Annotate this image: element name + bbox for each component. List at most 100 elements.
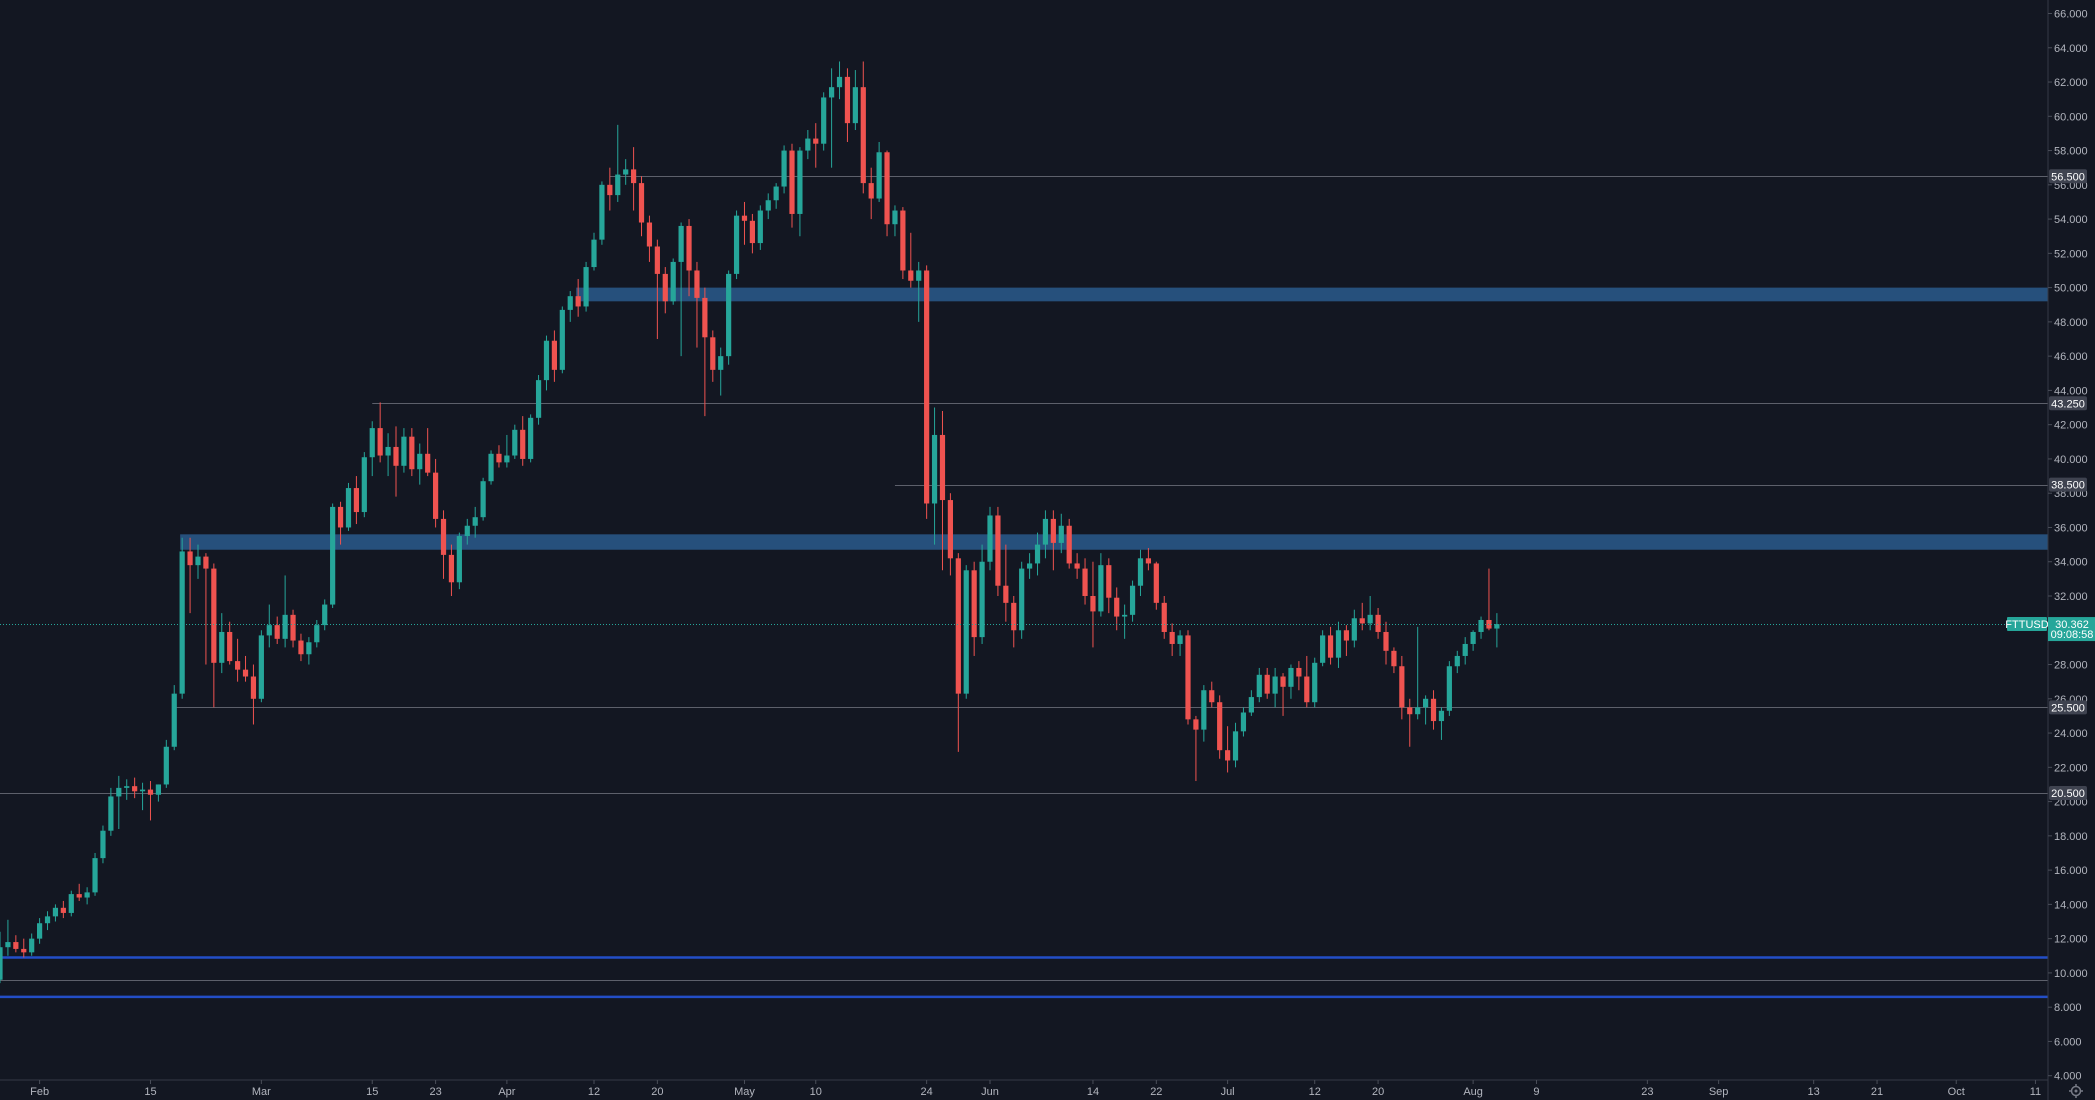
candle-body xyxy=(749,220,755,244)
candle xyxy=(528,414,534,463)
candle-body xyxy=(931,434,938,504)
candle xyxy=(1217,695,1223,759)
candle-body xyxy=(520,429,526,459)
candle xyxy=(1011,595,1017,648)
candle-body xyxy=(1042,518,1049,545)
time-tick-label: 10 xyxy=(810,1086,822,1098)
candle xyxy=(1423,695,1429,725)
candle xyxy=(1137,549,1144,596)
candle-body xyxy=(512,429,518,456)
candle xyxy=(1185,630,1191,725)
candle xyxy=(797,147,803,237)
candle xyxy=(44,911,51,931)
candle-body xyxy=(1312,662,1318,703)
candle-body xyxy=(274,625,280,639)
candle xyxy=(1288,664,1294,699)
candle-body xyxy=(1296,667,1302,677)
candle xyxy=(947,493,953,576)
price-tick-label: 48.000 xyxy=(2054,317,2088,329)
candle xyxy=(733,210,740,280)
candle xyxy=(76,883,82,901)
candle-body xyxy=(543,340,550,381)
candle xyxy=(916,261,922,322)
price-tick-label: 12.000 xyxy=(2054,934,2088,946)
candle-body xyxy=(702,297,708,338)
candle xyxy=(623,159,629,185)
candle xyxy=(535,374,542,425)
candle xyxy=(646,215,653,262)
candle xyxy=(1264,667,1270,699)
candle-body xyxy=(900,210,906,271)
candle-body xyxy=(290,614,296,641)
candle xyxy=(314,619,320,648)
candle-body xyxy=(1288,667,1294,687)
candle xyxy=(353,476,359,525)
time-tick-label: 12 xyxy=(588,1086,600,1098)
price-tick-label: 54.000 xyxy=(2054,214,2088,226)
candle xyxy=(1343,625,1349,656)
candle xyxy=(567,291,573,322)
candle-body xyxy=(139,789,146,792)
time-tick-label: 24 xyxy=(921,1086,933,1098)
price-tick-label: 66.000 xyxy=(2054,9,2088,21)
candle xyxy=(583,261,589,312)
candle-body xyxy=(496,453,502,463)
candle xyxy=(377,402,383,463)
candle-body xyxy=(1264,674,1270,694)
candle xyxy=(551,330,557,382)
candle xyxy=(1375,607,1381,639)
time-axis-ticks[interactable]: Feb 15 Mar 15 23 Apr 12 20 May 10 24 Jun 14 22 Jul 12 20… xyxy=(30,1080,2041,1098)
candle-body xyxy=(242,669,249,677)
candle-body xyxy=(464,525,470,537)
candle-body xyxy=(187,551,193,566)
candle-body xyxy=(987,515,993,562)
candle-body xyxy=(1280,676,1286,687)
candle xyxy=(496,445,502,468)
candle-body xyxy=(662,273,668,302)
candle-body xyxy=(480,481,486,518)
candle xyxy=(369,421,375,477)
candle-body xyxy=(345,488,352,528)
candle-body xyxy=(60,907,66,913)
candle-body xyxy=(678,225,684,262)
gear-icon[interactable] xyxy=(2069,1084,2083,1098)
candle-body xyxy=(1003,585,1009,603)
candle-body xyxy=(37,923,43,939)
candle-body xyxy=(1304,676,1310,703)
candle-body xyxy=(322,604,328,626)
candle-body xyxy=(1248,697,1254,713)
candle xyxy=(805,129,811,160)
candle-body xyxy=(1090,595,1096,612)
candle-body xyxy=(583,267,589,307)
last-price-tag: 30.362 09:08:58 xyxy=(2048,617,2095,642)
candle xyxy=(757,205,763,250)
candle xyxy=(92,852,98,896)
candle-body xyxy=(5,942,11,948)
candle xyxy=(480,477,486,521)
time-tick-label: 15 xyxy=(366,1086,378,1098)
candle-body xyxy=(670,261,676,302)
candle-body xyxy=(1430,698,1437,722)
symbol-tag-background xyxy=(2007,617,2047,632)
candle xyxy=(124,779,130,800)
candle-body xyxy=(448,554,455,583)
candle-body xyxy=(1027,563,1033,569)
candle xyxy=(591,232,597,271)
candle xyxy=(52,904,59,922)
candle xyxy=(100,825,106,864)
candle-body xyxy=(1019,568,1025,631)
candle-body xyxy=(638,183,645,223)
candle xyxy=(1240,707,1247,737)
candle xyxy=(1335,621,1342,668)
price-tick-label: 32.000 xyxy=(2054,591,2088,603)
candle xyxy=(1478,616,1484,639)
candle-body xyxy=(1193,719,1199,730)
time-tick-label: Mar xyxy=(252,1086,271,1098)
candle xyxy=(631,147,637,211)
candle-body xyxy=(353,488,359,513)
candle-body xyxy=(844,76,851,124)
price-axis[interactable] xyxy=(2048,0,2095,1100)
candle xyxy=(1407,698,1413,747)
